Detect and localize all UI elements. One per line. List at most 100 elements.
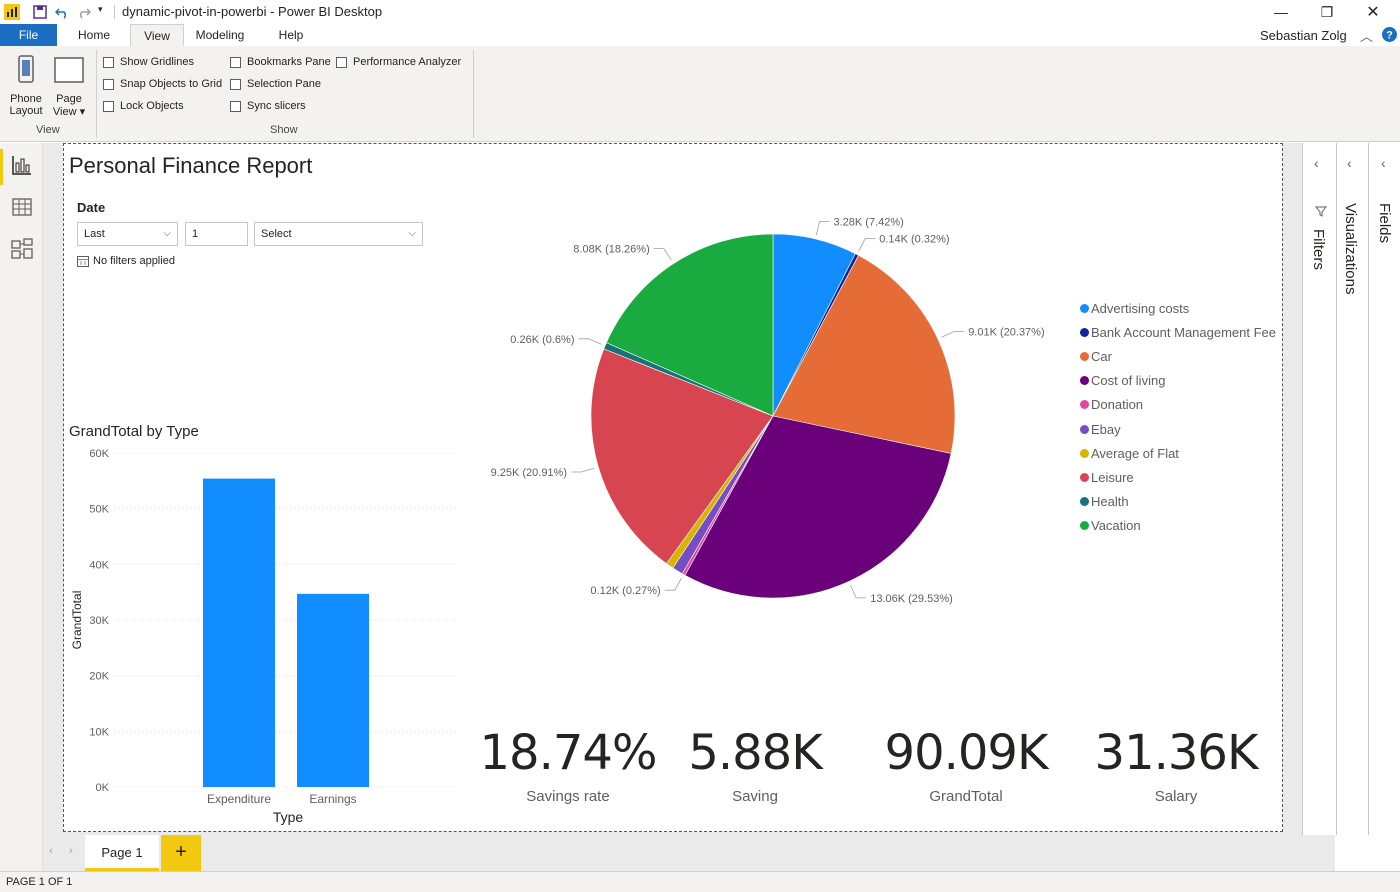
kpi-salary-value: 31.36K	[1094, 725, 1259, 781]
date-mode-dropdown[interactable]: Last ⌵	[77, 222, 178, 246]
data-view-icon[interactable]	[10, 195, 34, 219]
bar-chart-title: GrandTotal by Type	[69, 423, 199, 440]
legend-label: Donation	[1091, 397, 1144, 413]
restore-button[interactable]: ❐	[1320, 3, 1334, 20]
legend-item[interactable]: Leisure	[1080, 470, 1134, 485]
legend-swatch	[1080, 328, 1089, 338]
phone-layout-label-2: Layout	[9, 105, 43, 117]
phone-layout-label-1: Phone	[10, 93, 42, 105]
ribbon: Phone Layout Page View ▾ View Show Gridl…	[0, 46, 1400, 142]
legend-item[interactable]: Ebay	[1080, 422, 1121, 437]
scroll-left-icon[interactable]: ‹	[49, 845, 53, 857]
fields-pane[interactable]: ‹ Fields	[1368, 143, 1400, 835]
window-title: dynamic-pivot-in-powerbi - Power BI Desk…	[122, 4, 383, 19]
legend-swatch	[1080, 400, 1089, 410]
tab-file[interactable]: File	[0, 24, 57, 46]
view-group-label: View	[36, 124, 60, 136]
pie-leader-line	[664, 577, 682, 591]
filters-pane-label: Filters	[1310, 229, 1327, 270]
quick-access-dropdown-icon[interactable]: ▾	[98, 4, 103, 14]
chevron-left-icon[interactable]: ‹	[1314, 155, 1319, 171]
powerbi-logo-icon	[4, 4, 20, 20]
chevron-left-icon[interactable]: ‹	[1347, 155, 1352, 171]
bar-expenditure[interactable]	[203, 478, 275, 787]
date-count-input[interactable]: 1	[185, 222, 248, 246]
kpi-saving-label: Saving	[732, 788, 778, 805]
pie-data-label: 0.12K (0.27%)	[590, 585, 660, 597]
pie-leader-line	[815, 221, 830, 236]
scroll-right-icon[interactable]: ›	[69, 845, 73, 857]
pie-slice-car[interactable]	[772, 254, 956, 454]
page-view-button[interactable]: Page View ▾	[50, 54, 88, 120]
group-divider	[473, 50, 474, 138]
legend-item[interactable]: Vacation	[1080, 518, 1141, 533]
help-icon[interactable]: ?	[1382, 27, 1397, 42]
tab-help[interactable]: Help	[278, 28, 304, 42]
user-name[interactable]: Sebastian Zolg	[1260, 28, 1347, 43]
filter-icon	[1315, 206, 1327, 217]
kpi-savings-rate-value: 18.74%	[479, 725, 657, 781]
sync-slicers-checkbox[interactable]: Sync slicers	[230, 100, 306, 112]
bookmarks-pane-checkbox[interactable]: Bookmarks Pane	[230, 56, 331, 68]
legend-swatch	[1080, 496, 1089, 506]
redo-icon[interactable]	[77, 5, 91, 19]
title-separator	[114, 5, 115, 19]
legend-item[interactable]: Bank Account Management Fee	[1080, 325, 1276, 340]
pie-leader-line	[578, 338, 602, 345]
fields-pane-label: Fields	[1376, 203, 1393, 244]
legend-label: Car	[1091, 349, 1112, 365]
undo-icon[interactable]	[55, 5, 69, 19]
phone-layout-button[interactable]: Phone Layout	[6, 54, 46, 120]
show-gridlines-checkbox[interactable]: Show Gridlines	[103, 56, 194, 68]
page-view-label-1: Page	[56, 93, 82, 105]
pie-slice-cost-of-living[interactable]	[684, 415, 952, 599]
legend-item[interactable]: Average of Flat	[1080, 446, 1179, 461]
close-button[interactable]: ✕	[1366, 4, 1380, 21]
bar-y-tick-label: 60K	[89, 448, 109, 460]
snap-to-grid-checkbox[interactable]: Snap Objects to Grid	[103, 78, 222, 90]
kpi-grandtotal-value: 90.09K	[884, 725, 1049, 781]
performance-analyzer-checkbox[interactable]: Performance Analyzer	[336, 56, 461, 68]
pie-slice-vacation[interactable]	[606, 233, 774, 417]
bar-x-tick-label: Expenditure	[207, 792, 271, 806]
pie-leader-line	[858, 238, 876, 252]
visualizations-pane[interactable]: ‹ Visualizations	[1336, 143, 1368, 835]
selection-pane-checkbox[interactable]: Selection Pane	[230, 78, 321, 90]
collapse-ribbon-icon[interactable]: ︿	[1360, 29, 1374, 44]
lock-objects-checkbox[interactable]: Lock Objects	[103, 100, 184, 112]
kpi-savings-rate-label: Savings rate	[526, 788, 610, 805]
show-group-label: Show	[270, 124, 298, 136]
pie-data-label: 3.28K (7.42%)	[833, 216, 903, 228]
pie-data-label: 9.01K (20.37%)	[968, 326, 1044, 338]
pie-slice-leisure[interactable]	[590, 348, 774, 564]
legend-item[interactable]: Cost of living	[1080, 373, 1165, 388]
active-view-indicator	[0, 149, 3, 185]
pie-leader-line	[571, 467, 595, 473]
pie-data-label: 13.06K (29.53%)	[870, 593, 953, 605]
minimize-button[interactable]: —	[1274, 4, 1288, 20]
legend-item[interactable]: Donation	[1080, 397, 1143, 412]
date-slicer-label: Date	[77, 200, 106, 215]
pie-leader-line	[653, 248, 672, 261]
tab-modeling[interactable]: Modeling	[195, 28, 245, 42]
page-tab-1[interactable]: Page 1	[85, 835, 159, 871]
report-view-icon[interactable]	[10, 153, 34, 177]
ribbon-tabs: File Home View Modeling Help Sebastian Z…	[0, 24, 1400, 46]
add-page-button[interactable]: +	[161, 835, 201, 871]
legend-swatch	[1080, 424, 1089, 434]
save-icon[interactable]	[33, 5, 47, 19]
filter-status-text: No filters applied	[93, 255, 175, 267]
legend-item[interactable]: Advertising costs	[1080, 301, 1189, 316]
tab-home[interactable]: Home	[77, 28, 110, 42]
date-unit-dropdown[interactable]: Select ⌵	[254, 222, 423, 246]
filters-pane[interactable]: ‹ Filters	[1302, 143, 1337, 835]
legend-item[interactable]: Car	[1080, 349, 1112, 364]
bar-earnings[interactable]	[297, 593, 369, 787]
legend-item[interactable]: Health	[1080, 494, 1129, 509]
pie-data-label: 8.08K (18.26%)	[573, 243, 649, 255]
visualizations-pane-label: Visualizations	[1342, 203, 1359, 295]
tab-view[interactable]: View	[130, 24, 184, 46]
chevron-left-icon[interactable]: ‹	[1381, 155, 1386, 171]
model-view-icon[interactable]	[10, 237, 34, 261]
bar-y-tick-label: 30K	[89, 615, 109, 627]
